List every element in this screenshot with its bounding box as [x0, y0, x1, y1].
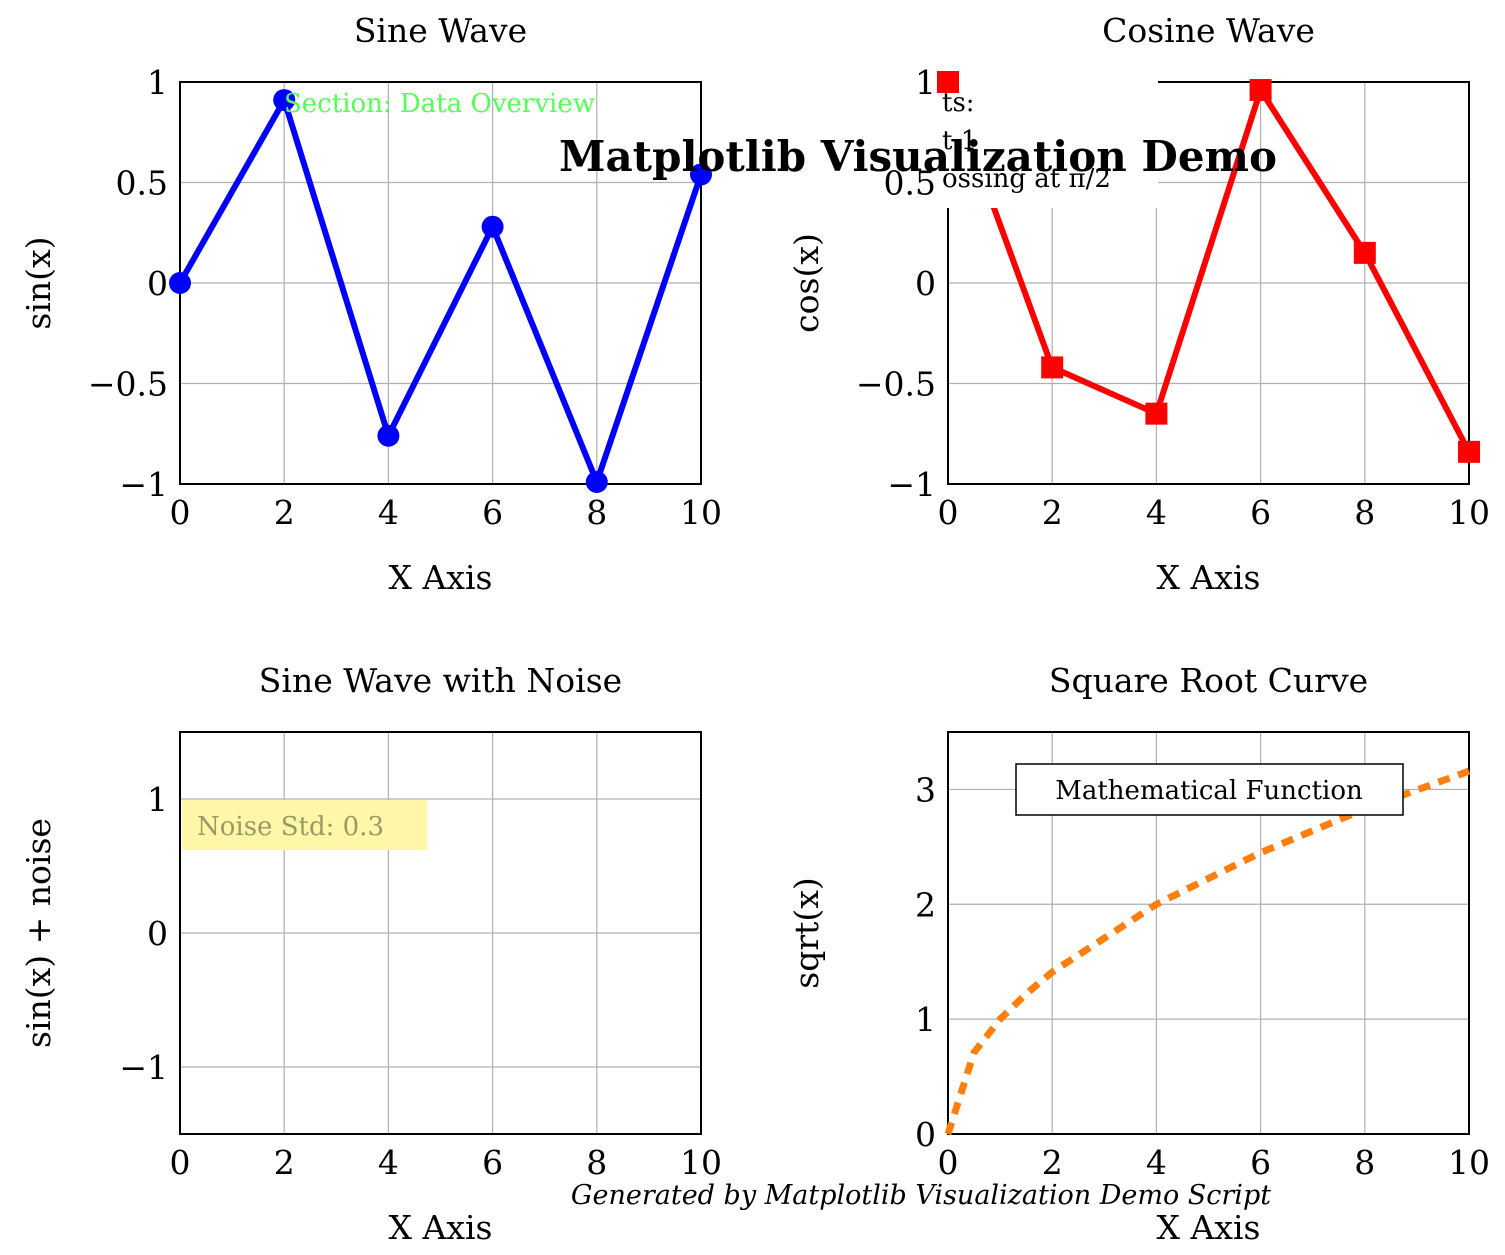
- legend-entry: ts:: [942, 88, 975, 118]
- y-tick-label: 1: [915, 1000, 936, 1039]
- figure-suptitle: Matplotlib Visualization Demo: [559, 132, 1277, 181]
- series-line: [944, 767, 1471, 1136]
- x-tick-label: 0: [170, 1143, 191, 1182]
- x-tick-label: 6: [1250, 493, 1271, 532]
- y-tick-label: 1: [147, 780, 168, 819]
- data-point: [585, 470, 608, 493]
- y-tick-label: 1: [147, 63, 168, 102]
- y-axis-label: sin(x): [19, 236, 58, 329]
- annotation-text: Section: Data Overview: [284, 89, 595, 119]
- x-tick-label: 10: [680, 1143, 722, 1182]
- figure-footer: Generated by Matplotlib Visualization De…: [571, 1180, 1271, 1211]
- y-tick-label: 0: [915, 264, 936, 303]
- data-point: [273, 89, 296, 112]
- annotation-box: [1015, 763, 1404, 816]
- data-point: [1145, 402, 1168, 425]
- chart-title: Cosine Wave: [1102, 11, 1315, 50]
- plot-area: [944, 767, 1471, 1136]
- y-tick-label: 0.5: [884, 164, 936, 203]
- annotation-text: Noise Std: 0.3: [197, 812, 384, 842]
- chart-panel-3: 0 2 4 6 8 10 −1 0 1 Sine Wave with Noise X Axis sin…: [19, 661, 722, 1247]
- annotation-text: Mathematical Function: [1055, 776, 1363, 806]
- x-tick-label: 0: [938, 1143, 959, 1182]
- data-point: [481, 215, 504, 238]
- y-axis-label: sqrt(x): [787, 877, 826, 988]
- x-tick-label: 4: [378, 1143, 399, 1182]
- x-tick-label: 6: [1250, 1143, 1271, 1182]
- x-tick-label: 2: [1042, 1143, 1063, 1182]
- chart-panel-2: 0 2 4 6 8 10 −1 −0.5 0 0.5 1 Cosine Wave X Axis cos(x…: [787, 11, 1490, 597]
- x-tick-label: 8: [586, 1143, 607, 1182]
- y-tick-label: 0: [147, 264, 168, 303]
- y-tick-label: 2: [915, 885, 936, 924]
- y-tick-label: 0.5: [116, 164, 168, 203]
- x-tick-label: 10: [1448, 1143, 1490, 1182]
- x-tick-label: 2: [274, 493, 295, 532]
- x-axis-label: X Axis: [1157, 1208, 1261, 1247]
- y-tick-label: 3: [915, 770, 936, 809]
- y-tick-label: −1: [119, 465, 168, 504]
- data-point: [690, 163, 712, 186]
- x-tick-label: 8: [586, 493, 607, 532]
- chart-panel-4: 0 2 4 6 8 10 0 1 2 3 Square Root Curve X Axis sqrt(x…: [787, 661, 1490, 1247]
- x-tick-label: 6: [482, 1143, 503, 1182]
- x-tick-label: 6: [482, 493, 503, 532]
- series-line: [177, 97, 704, 485]
- data-point: [169, 272, 191, 294]
- data-point: [1353, 241, 1376, 264]
- y-tick-label: −1: [887, 465, 936, 504]
- x-tick-label: 8: [1354, 493, 1375, 532]
- y-tick-label: 0: [915, 1115, 936, 1154]
- data-point: [1249, 79, 1272, 102]
- chart-panel-1: 0 2 4 6 8 10 −1 −0.5 0 0.5 1 Sine Wave X Axis sin(x) S…: [19, 11, 722, 597]
- plot-frame: [947, 81, 1470, 485]
- y-axis-label: cos(x): [787, 233, 826, 333]
- y-tick-label: −1: [119, 1048, 168, 1087]
- legend-entry: t 1: [942, 126, 977, 156]
- y-tick-label: 0: [147, 914, 168, 953]
- series-line: [945, 80, 1472, 454]
- x-axis-label: X Axis: [389, 558, 493, 597]
- data-point: [1458, 440, 1480, 463]
- chart-title: Sine Wave: [354, 11, 527, 50]
- x-tick-label: 4: [378, 493, 399, 532]
- x-tick-label: 10: [1448, 493, 1490, 532]
- data-point: [377, 424, 400, 447]
- x-tick-label: 4: [1146, 493, 1167, 532]
- plot-area: [169, 89, 712, 493]
- x-tick-label: 0: [170, 493, 191, 532]
- x-axis-label: X Axis: [389, 1208, 493, 1247]
- x-tick-label: 8: [1354, 1143, 1375, 1182]
- plot-frame: [947, 731, 1470, 1135]
- y-tick-label: −0.5: [856, 365, 936, 404]
- legend-entry: ossing at π/2: [942, 164, 1111, 194]
- x-axis-label: X Axis: [1157, 558, 1261, 597]
- chart-title: Square Root Curve: [1049, 661, 1368, 700]
- x-tick-label: 4: [1146, 1143, 1167, 1182]
- y-tick-label: −0.5: [88, 365, 168, 404]
- chart-title: Sine Wave with Noise: [259, 661, 622, 700]
- x-tick-label: 2: [274, 1143, 295, 1182]
- plot-frame: [179, 731, 702, 1135]
- x-tick-label: 2: [1042, 493, 1063, 532]
- y-axis-label: sin(x) + noise: [19, 818, 58, 1048]
- data-point: [1041, 356, 1064, 379]
- annotation-box: [182, 800, 427, 850]
- legend-box: [940, 74, 1158, 208]
- x-tick-label: 0: [938, 493, 959, 532]
- x-tick-label: 10: [680, 493, 722, 532]
- y-tick-label: 1: [915, 63, 936, 102]
- legend-marker: [937, 71, 959, 93]
